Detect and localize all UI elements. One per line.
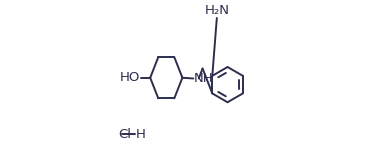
Text: H₂N: H₂N — [204, 4, 229, 17]
Text: H: H — [136, 128, 146, 141]
Text: HO: HO — [120, 71, 140, 84]
Text: NH: NH — [194, 72, 213, 85]
Text: Cl: Cl — [118, 128, 131, 141]
